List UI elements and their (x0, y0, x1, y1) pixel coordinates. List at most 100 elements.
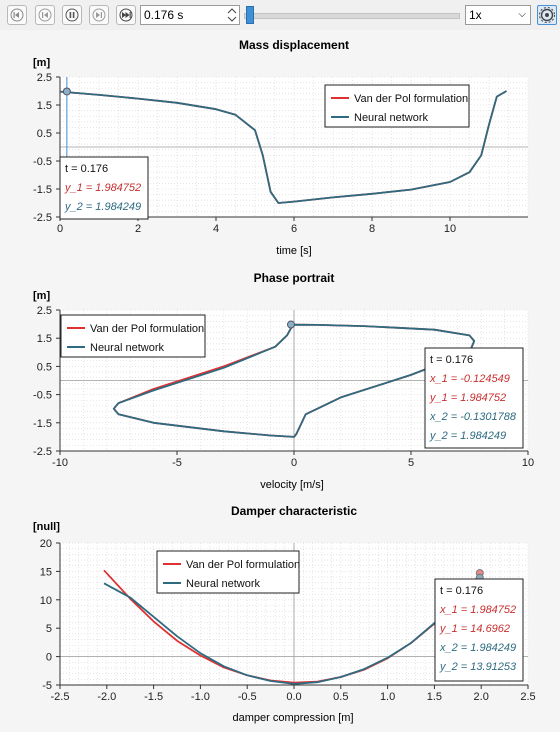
fast-forward-icon (119, 8, 133, 22)
readout-value: x_1 = 1.984752 (439, 604, 516, 616)
x-axis-label: damper compression [m] (232, 712, 353, 724)
step-back-icon (38, 8, 52, 22)
chevron-down-icon: ⌵ (518, 9, 526, 20)
y-tick-label: -5 (42, 680, 52, 692)
y-tick-label: -1.5 (33, 184, 52, 196)
value-readout-box (424, 347, 524, 449)
x-tick-label: 2.5 (520, 691, 535, 703)
y-tick-label: 10 (40, 595, 52, 607)
x-tick-label: 6 (291, 223, 297, 235)
y-tick-label: 2.5 (37, 72, 52, 84)
step-forward-button[interactable] (89, 5, 109, 25)
chart-phase-portrait: Phase portrait [m] velocity [m/s] -10 -5 0… (33, 271, 534, 491)
chart-title: Mass displacement (239, 38, 349, 52)
legend-label: Van der Pol formulation (90, 323, 204, 335)
y-tick-label: 0.5 (37, 361, 52, 373)
readout-value: x_2 = 1.984249 (439, 642, 516, 654)
speed-select[interactable]: 1x ⌵ (465, 5, 531, 25)
series-line-2 (112, 323, 476, 438)
x-tick-label: -0.5 (238, 691, 257, 703)
x-tick-label: 0.5 (333, 691, 348, 703)
step-back-button[interactable] (35, 5, 55, 25)
readout-value: y_1 = 1.984752 (429, 392, 506, 404)
y-tick-label: 0 (46, 652, 52, 664)
x-axis-label: velocity [m/s] (260, 479, 324, 491)
x-tick-label: 1.0 (380, 691, 395, 703)
x-tick-label: -1.0 (191, 691, 210, 703)
settings-button[interactable] (537, 5, 557, 25)
x-tick-label: 0.0 (286, 691, 301, 703)
readout-value: y_2 = 13.91253 (439, 661, 517, 673)
x-tick-label: 8 (369, 223, 375, 235)
y-tick-label: -0.5 (33, 156, 52, 168)
y-tick-label: 1.5 (37, 100, 52, 112)
y-tick-label: -0.5 (33, 390, 52, 402)
y-tick-label: 1.5 (37, 333, 52, 345)
pause-icon (65, 8, 79, 22)
legend-label: Van der Pol formulation (354, 93, 468, 105)
readout-value: y_1 = 1.984752 (64, 182, 141, 194)
x-tick-label: 5 (408, 457, 414, 469)
chart-damper-characteristic: Damper characteristic [null] damper comp… (33, 504, 536, 724)
x-tick-label: 10 (444, 223, 456, 235)
x-tick-label: 0 (57, 223, 63, 235)
y-tick-label: 20 (40, 538, 52, 550)
current-point-marker (286, 320, 295, 329)
y-tick-label: -1.5 (33, 418, 52, 430)
x-tick-label: -1.5 (144, 691, 163, 703)
legend-label: Neural network (90, 342, 164, 354)
x-tick-label: -10 (52, 457, 68, 469)
rewind-icon (10, 8, 24, 22)
readout-value: y_2 = 1.984249 (429, 430, 506, 442)
x-tick-label: 2.0 (474, 691, 489, 703)
step-forward-icon (92, 8, 106, 22)
chart-title: Phase portrait (254, 271, 335, 285)
legend-box (156, 550, 300, 594)
x-tick-label: -2.5 (51, 691, 70, 703)
time-slider-thumb[interactable] (246, 6, 255, 24)
charts-area: Mass displacement [m] time [s] 0 2 4 6 8 10 2.… (33, 38, 536, 724)
x-axis-label: time [s] (276, 245, 311, 257)
legend-label: Neural network (354, 112, 428, 124)
readout-time: t = 0.176 (440, 585, 483, 597)
speed-value: 1x (469, 8, 482, 22)
x-tick-label: 0 (291, 457, 297, 469)
readout-value: x_1 = -0.124549 (429, 373, 510, 385)
readout-value: y_1 = 14.6962 (439, 623, 510, 635)
current-point-marker (62, 87, 71, 96)
readout-time: t = 0.176 (65, 163, 108, 175)
readout-value: x_2 = -0.1301788 (429, 411, 517, 423)
y-tick-label: -2.5 (33, 212, 52, 224)
playback-toolbar: 0.176 s 1x ⌵ (0, 0, 560, 30)
pause-button[interactable] (62, 5, 82, 25)
time-input[interactable]: 0.176 s (140, 5, 240, 25)
time-value: 0.176 s (144, 8, 184, 22)
y-tick-label: -2.5 (33, 446, 52, 458)
rewind-button[interactable] (7, 5, 27, 25)
y-unit-label: [m] (33, 290, 50, 302)
x-tick-label: 4 (213, 223, 219, 235)
x-tick-label: 10 (522, 457, 534, 469)
legend-label: Van der Pol formulation (186, 559, 300, 571)
y-tick-label: 2.5 (37, 305, 52, 317)
series-line-2 (103, 576, 482, 685)
legend-label: Neural network (186, 578, 260, 590)
value-readout-box (59, 156, 149, 220)
x-tick-label: 2 (135, 223, 141, 235)
time-slider-track[interactable] (244, 13, 460, 19)
fast-forward-button[interactable] (116, 5, 136, 25)
series-line-2 (59, 90, 507, 204)
y-tick-label: 5 (46, 623, 52, 635)
spinner-arrows-icon[interactable] (226, 7, 238, 23)
readout-value: y_2 = 1.984249 (64, 201, 141, 213)
y-tick-label: 15 (40, 566, 52, 578)
gear-icon (539, 7, 555, 23)
y-unit-label: [null] (33, 521, 60, 533)
legend-box (324, 84, 470, 128)
x-tick-label: -5 (172, 457, 182, 469)
value-readout-box (434, 578, 524, 682)
x-tick-label: -2.0 (97, 691, 116, 703)
chart-mass-displacement: Mass displacement [m] time [s] 0 2 4 6 8 10 2.… (33, 38, 529, 257)
y-unit-label: [m] (33, 57, 50, 69)
chart-title: Damper characteristic (231, 504, 357, 518)
